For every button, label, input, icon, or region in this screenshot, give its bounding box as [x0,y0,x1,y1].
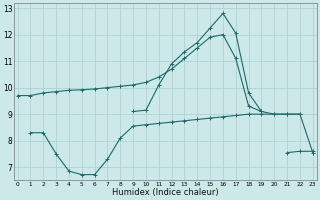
X-axis label: Humidex (Indice chaleur): Humidex (Indice chaleur) [112,188,219,197]
